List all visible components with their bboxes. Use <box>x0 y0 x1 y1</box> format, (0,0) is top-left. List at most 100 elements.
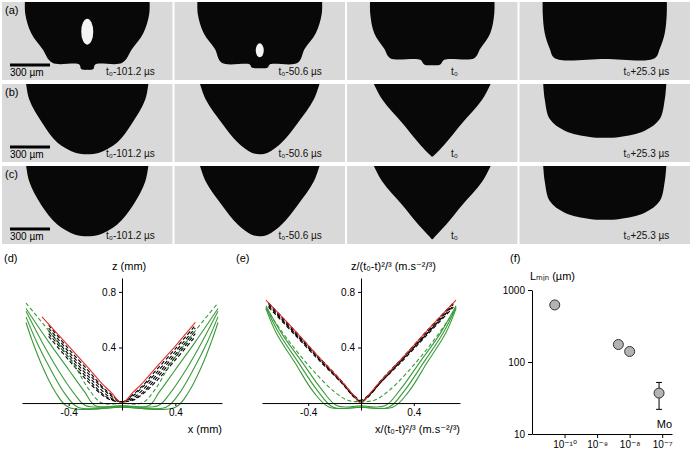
chart-panel: 10⁻¹⁰ 10⁻⁹ 10⁻⁸ 10⁻⁷ 10 100 1000 Mo Lₘᵢₙ (µm) (f) <box>503 252 673 450</box>
panel-letter: (a) <box>5 4 18 16</box>
tick-label: 10⁻⁹ <box>587 439 608 450</box>
tick-label: -0.4 <box>300 407 318 418</box>
scale-bar-label: 300 µm <box>10 149 44 160</box>
tick-label: 100 <box>508 357 525 368</box>
tick-mark <box>528 290 532 291</box>
tick-mark <box>662 434 663 438</box>
photo-row: 300 µm(a)t₀-101.2 µst₀-50.6 µst₀t₀+25.3 … <box>2 0 690 80</box>
tick-mark <box>358 347 361 348</box>
droplet-silhouette <box>543 84 667 138</box>
tick: 10⁻¹⁰ <box>553 434 577 450</box>
tick: -0.4 <box>300 403 318 418</box>
y-axis-line <box>361 279 362 411</box>
photo-frame: t₀+25.3 µs <box>520 158 691 244</box>
photo-frame: t₀-50.6 µs <box>175 0 346 80</box>
y-axis-title: z/(t₀-t)²/³ (m.s⁻²/³) <box>351 260 436 272</box>
frame-time: t₀-50.6 µs <box>279 66 322 77</box>
tick-label: 0.8 <box>341 287 355 298</box>
tick-label: 1000 <box>503 285 526 296</box>
frame-time: t₀ <box>451 66 458 77</box>
frame-time: t₀+25.3 µs <box>624 148 670 159</box>
y-axis-title: Lₘᵢₙ (µm) <box>530 270 575 282</box>
droplet-silhouette <box>543 166 667 220</box>
tick-mark <box>528 434 532 435</box>
panel-letter: (b) <box>5 86 18 98</box>
tick-label: 10⁻⁸ <box>620 439 641 450</box>
tick-mark <box>175 403 176 406</box>
y-axis-line <box>122 279 123 411</box>
frame-time: t₀-101.2 µs <box>106 66 155 77</box>
photo-frame: t₀-50.6 µs <box>175 76 346 162</box>
tick: -0.4 <box>61 403 79 418</box>
photo-row: 300 µm (b) t₀-101.2 µs t₀-50.6 µs t₀ t₀+25.3 … <box>2 76 690 162</box>
x-axis-line <box>533 434 673 435</box>
tick-label: 0.4 <box>407 407 421 418</box>
photo-frame: t₀ <box>347 158 518 244</box>
tick-label: 0.4 <box>169 407 183 418</box>
figure: 300 µm (a) t₀-101.2 µs t₀-50.6 µs t₀ t₀+25.3 … <box>0 0 692 456</box>
tick-mark <box>69 403 70 406</box>
tick: 0.4 <box>407 403 421 418</box>
frame-time: t₀ <box>451 148 458 159</box>
tick: 10⁻⁷ <box>653 434 673 450</box>
error-bar-segment <box>656 382 662 383</box>
frame-time: t₀+25.3 µs <box>624 66 670 77</box>
tick: 0.4 <box>341 342 361 353</box>
y-axis: 0.40.8 <box>102 279 122 411</box>
x-axis-title: x/(t₀-t)²/³ (m.s⁻²/³) <box>375 423 460 435</box>
photo-frame: 300 µm(c)t₀-101.2 µs <box>2 158 173 244</box>
droplet-silhouette <box>543 2 667 60</box>
tick-label: -0.4 <box>61 407 79 418</box>
droplet-silhouette <box>198 84 322 154</box>
photo-frame: t₀+25.3 µs <box>520 0 691 80</box>
tick: 10⁻⁹ <box>587 434 608 450</box>
data-point <box>625 346 635 356</box>
chart-panel: -0.4 0.4 0.4 0.8 x/(t₀-t)²/³ (m.s⁻²/³) z/(t₀-… <box>236 252 461 435</box>
data-point <box>613 340 623 350</box>
y-axis: 10 100 1000 <box>503 285 533 440</box>
tick-mark <box>414 403 415 406</box>
tick-mark <box>597 434 598 438</box>
photo-frame: t₀-50.6 µs <box>175 158 346 244</box>
data-point <box>654 388 664 398</box>
panel-letter: (c) <box>5 168 18 180</box>
x-axis-title: Mo <box>657 418 672 430</box>
droplet-silhouette <box>198 166 322 236</box>
droplet-silhouette <box>370 84 494 157</box>
droplet-silhouette <box>25 166 149 236</box>
tick-mark <box>119 292 122 293</box>
tick-mark <box>630 434 631 438</box>
y-axis-title: z (mm) <box>112 260 146 272</box>
frame-time: t₀+25.3 µs <box>624 230 670 241</box>
plot-area <box>550 300 664 409</box>
tick: 10⁻⁸ <box>620 434 641 450</box>
frame-time: t₀-101.2 µs <box>106 148 155 159</box>
droplet-silhouette <box>370 2 495 65</box>
frame-time: t₀ <box>451 230 458 241</box>
y-axis-line <box>532 291 533 435</box>
frame-time: t₀-50.6 µs <box>279 148 322 159</box>
chart-panel: -0.40.40.40.8x (mm)z (mm)(d) <box>4 252 223 435</box>
photo-frame: 300 µm(a)t₀-101.2 µs <box>2 0 173 80</box>
tick-label: 0.4 <box>341 342 355 353</box>
droplet-silhouette <box>197 2 322 68</box>
tick: 10 <box>514 429 532 440</box>
frame-time: t₀-50.6 µs <box>279 230 322 241</box>
tick-label: 10⁻¹⁰ <box>553 439 577 450</box>
y-axis: 0.4 0.8 <box>341 279 361 411</box>
x-axis: 10⁻¹⁰ 10⁻⁹ 10⁻⁸ 10⁻⁷ <box>533 434 674 450</box>
scale-bar-label: 300 µm <box>10 231 44 242</box>
bright-spot <box>81 19 93 45</box>
tick-label: 0.8 <box>102 287 116 298</box>
tick-mark <box>119 347 122 348</box>
droplet-silhouette <box>370 166 494 239</box>
panel-letter: (f) <box>510 252 520 264</box>
tick-mark <box>308 403 309 406</box>
tick: 0.8 <box>102 287 122 298</box>
tick-mark <box>358 292 361 293</box>
photo-row: 300 µm(c)t₀-101.2 µst₀-50.6 µst₀t₀+25.3 … <box>2 158 690 244</box>
tick: 1000 <box>503 285 532 296</box>
photo-frame: t₀+25.3 µs <box>520 76 691 162</box>
tick: 0.8 <box>341 287 361 298</box>
error-bar-segment <box>656 409 662 410</box>
